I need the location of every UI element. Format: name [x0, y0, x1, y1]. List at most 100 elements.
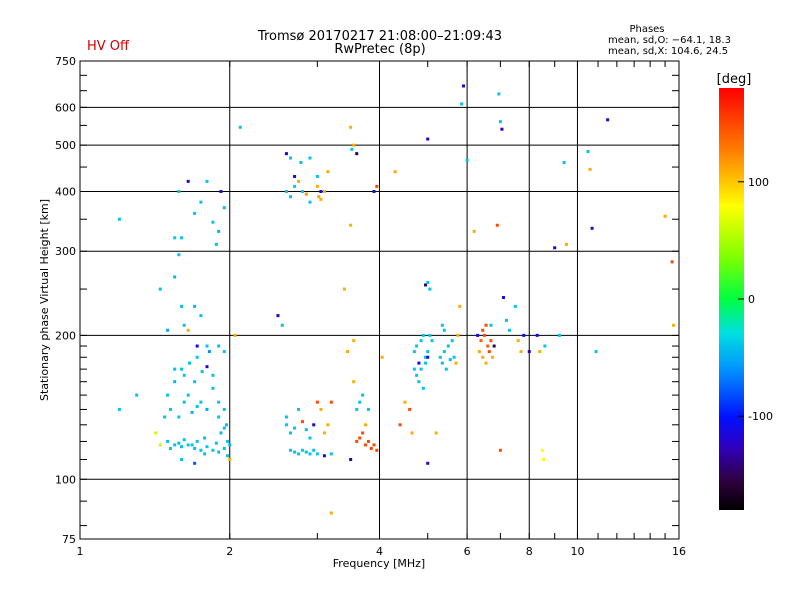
data-point [481, 355, 485, 359]
y-tick-label: 500 [55, 139, 76, 152]
data-point [460, 102, 464, 106]
data-point [289, 448, 293, 452]
data-point [180, 304, 184, 308]
data-point [444, 367, 448, 371]
data-point [224, 423, 228, 427]
chart-title: Tromsø 20170217 21:08:00–21:09:43 [257, 29, 502, 44]
data-point [553, 246, 557, 250]
data-point [190, 410, 194, 414]
data-point [297, 452, 301, 456]
data-point [364, 443, 368, 447]
data-point [486, 344, 490, 348]
data-point [315, 452, 319, 456]
data-point [193, 446, 197, 450]
data-point [180, 445, 184, 449]
data-point [205, 365, 209, 369]
data-point [350, 147, 354, 151]
data-point [322, 189, 326, 193]
data-point [355, 407, 359, 411]
data-point [452, 355, 456, 359]
data-point [329, 400, 333, 404]
data-point [366, 407, 370, 411]
data-point [358, 436, 362, 440]
data-point [535, 333, 539, 337]
data-point [293, 426, 297, 430]
data-point [670, 260, 674, 264]
data-point [375, 184, 379, 188]
data-point [308, 436, 312, 440]
data-point [465, 158, 469, 162]
data-point [349, 457, 353, 461]
y-tick-label: 750 [55, 55, 76, 68]
data-point [187, 361, 191, 365]
data-point [211, 220, 215, 224]
data-point [540, 448, 544, 452]
data-point [190, 443, 194, 447]
data-point [222, 446, 226, 450]
data-point [203, 452, 207, 456]
data-point [487, 350, 491, 354]
data-point [308, 200, 312, 204]
data-point [182, 373, 186, 377]
data-point [158, 443, 162, 447]
data-point [166, 328, 170, 332]
data-point [219, 189, 223, 193]
data-point [222, 407, 226, 411]
y-axis-label: Stationary phase Virtual Height [km] [38, 199, 51, 401]
y-tick-label: 600 [55, 101, 76, 114]
data-point [355, 152, 359, 156]
data-point [426, 355, 430, 359]
data-point [284, 423, 288, 427]
data-point [182, 323, 186, 327]
y-tick-label: 200 [55, 329, 76, 342]
data-point [430, 339, 434, 343]
data-point [495, 223, 499, 227]
data-point [177, 189, 181, 193]
data-point [412, 350, 416, 354]
data-point [372, 443, 376, 447]
data-point [500, 127, 504, 131]
data-point [372, 189, 376, 193]
data-point [346, 350, 350, 354]
data-point [428, 287, 432, 291]
data-point [117, 407, 121, 411]
data-point [228, 443, 232, 447]
data-point [375, 448, 379, 452]
data-point [446, 344, 450, 348]
data-point [349, 223, 353, 227]
data-point [417, 361, 421, 365]
data-point [289, 156, 293, 160]
data-point [498, 120, 502, 124]
data-point [482, 333, 486, 337]
chart-subtitle: RwPretec (8p) [334, 42, 425, 57]
data-point [519, 350, 523, 354]
data-point [308, 452, 312, 456]
data-point [489, 323, 493, 327]
data-point [361, 431, 365, 435]
data-point [315, 174, 319, 178]
data-point [193, 304, 197, 308]
data-point [364, 423, 368, 427]
data-points [117, 84, 676, 515]
data-point [393, 170, 397, 174]
data-point [154, 431, 158, 435]
data-point [424, 283, 428, 287]
data-point [199, 200, 203, 204]
data-point [454, 361, 458, 365]
data-point [419, 367, 423, 371]
x-axis-ticks: 1 2 4 6 8 10 16 [77, 61, 686, 558]
y-tick-label: 400 [55, 185, 76, 198]
data-point [421, 386, 425, 390]
data-point [300, 448, 304, 452]
data-point [538, 350, 542, 354]
data-point [315, 400, 319, 404]
data-point [312, 448, 316, 452]
data-point [481, 328, 485, 332]
data-point [219, 431, 223, 435]
data-point [408, 407, 412, 411]
data-point [349, 125, 353, 129]
data-point [117, 217, 121, 221]
y-tick-label: 100 [55, 473, 76, 486]
data-point [226, 454, 230, 458]
data-point [352, 380, 356, 384]
